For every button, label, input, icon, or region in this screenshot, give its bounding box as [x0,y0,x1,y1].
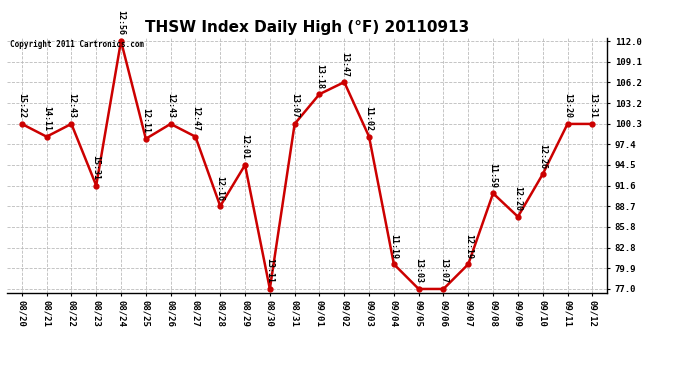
Text: 12:47: 12:47 [191,106,200,131]
Text: 12:43: 12:43 [166,93,175,118]
Text: 12:43: 12:43 [67,93,76,118]
Text: 12:11: 12:11 [141,108,150,133]
Text: 12:56: 12:56 [117,10,126,36]
Text: 15:31: 15:31 [92,155,101,180]
Text: 11:19: 11:19 [389,234,398,259]
Text: 11:02: 11:02 [364,106,373,131]
Text: 13:18: 13:18 [315,64,324,88]
Text: 13:03: 13:03 [414,258,423,284]
Text: 14:11: 14:11 [42,106,51,131]
Text: 12:16: 12:16 [216,176,225,201]
Text: 15:22: 15:22 [17,93,26,118]
Text: 13:20: 13:20 [563,93,572,118]
Text: 13:11: 13:11 [266,258,275,284]
Text: 12:01: 12:01 [241,135,250,159]
Text: 13:31: 13:31 [588,93,597,118]
Text: 13:07: 13:07 [439,258,448,284]
Text: 13:47: 13:47 [339,52,348,76]
Text: 12:20: 12:20 [513,186,522,211]
Text: 12:26: 12:26 [538,144,547,169]
Text: Copyright 2011 Cartronics.com: Copyright 2011 Cartronics.com [10,40,144,49]
Text: 11:59: 11:59 [489,163,497,188]
Text: 12:19: 12:19 [464,234,473,259]
Title: THSW Index Daily High (°F) 20110913: THSW Index Daily High (°F) 20110913 [145,20,469,35]
Text: 13:07: 13:07 [290,93,299,118]
